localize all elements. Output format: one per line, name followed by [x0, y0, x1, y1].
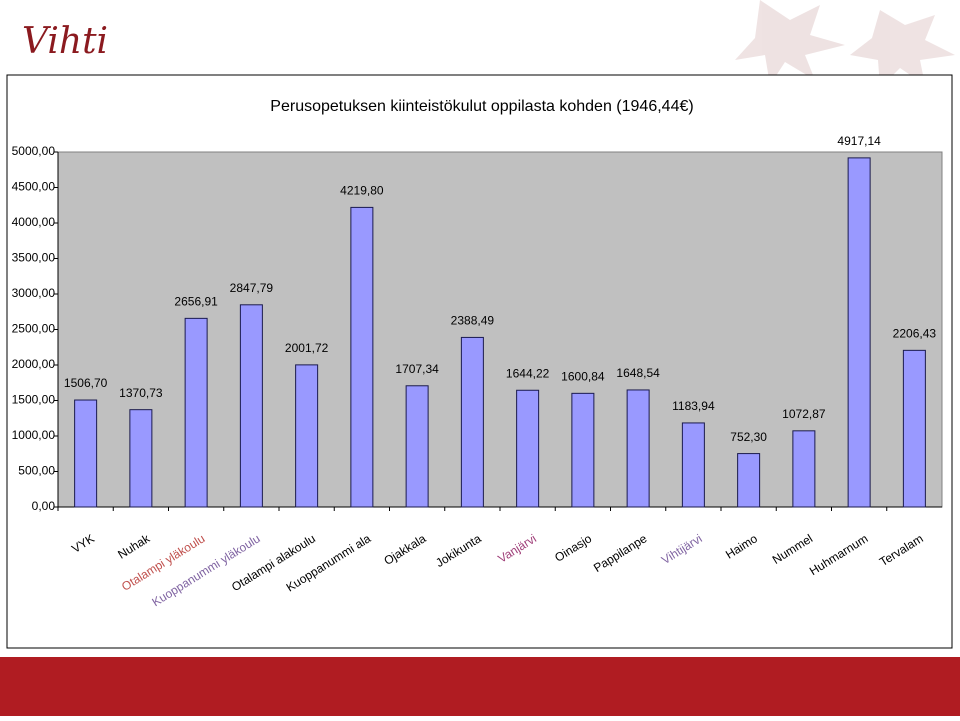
y-tick-label: 1500,00 — [12, 393, 56, 407]
bar — [792, 430, 816, 508]
y-tick-label: 2500,00 — [12, 322, 56, 336]
value-label: 1506,70 — [64, 376, 108, 390]
value-label: 1600,84 — [561, 370, 605, 384]
y-tick-label: 3500,00 — [12, 251, 56, 265]
bar — [847, 157, 871, 508]
bar — [239, 304, 263, 508]
y-tick-label: 1000,00 — [12, 428, 56, 442]
leaf-decoration — [735, 0, 955, 88]
bar — [295, 364, 319, 508]
value-label: 2001,72 — [285, 341, 329, 355]
y-tick-label: 500,00 — [18, 464, 55, 478]
value-label: 4917,14 — [837, 134, 881, 148]
value-label: 1707,34 — [395, 362, 439, 376]
logo: Vihti — [22, 21, 108, 62]
y-tick-label: 0,00 — [32, 499, 56, 513]
y-tick-label: 4000,00 — [12, 215, 56, 229]
value-label: 1648,54 — [616, 366, 660, 380]
bar — [129, 409, 153, 508]
value-label: 752,30 — [730, 430, 767, 444]
bar — [681, 422, 705, 508]
chart-title: Perusopetuksen kiinteistökulut oppilasta… — [270, 98, 693, 115]
bar — [184, 317, 208, 508]
bar — [571, 392, 595, 508]
bar — [74, 399, 98, 508]
y-tick-label: 4500,00 — [12, 180, 56, 194]
bar — [460, 336, 484, 508]
bar — [902, 349, 926, 508]
bar — [350, 206, 374, 508]
bar — [516, 389, 540, 508]
value-label: 1370,73 — [119, 386, 163, 400]
value-label: 4219,80 — [340, 184, 384, 198]
value-label: 2656,91 — [174, 295, 218, 309]
value-label: 2206,43 — [893, 327, 937, 341]
y-tick-label: 3000,00 — [12, 286, 56, 300]
y-tick-label: 5000,00 — [12, 144, 56, 158]
bar — [626, 389, 650, 508]
bar — [737, 453, 761, 508]
value-label: 1072,87 — [782, 407, 826, 421]
value-label: 2388,49 — [451, 314, 495, 328]
footer-band — [0, 657, 960, 716]
y-tick-label: 2000,00 — [12, 357, 56, 371]
value-label: 1183,94 — [672, 399, 715, 413]
value-label: 2847,79 — [230, 281, 274, 295]
bar — [405, 385, 429, 508]
value-label: 1644,22 — [506, 366, 550, 380]
